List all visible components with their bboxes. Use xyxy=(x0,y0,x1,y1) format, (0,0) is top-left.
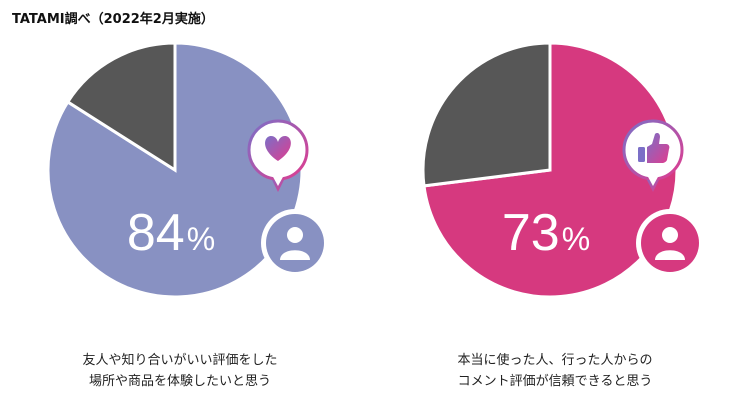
pie-chart-1: 84% xyxy=(46,41,329,299)
pie-slice-rest xyxy=(421,41,552,188)
thumbs-up-icon xyxy=(638,133,670,163)
caption-line: コメント評価が信頼できると思う xyxy=(457,374,653,389)
user-avatar-icon xyxy=(636,209,704,277)
pie-chart-2: 73% xyxy=(421,41,704,299)
caption-line: 本当に使った人、行った人からの xyxy=(457,353,653,368)
source-label: TATAMI調べ（2022年2月実施） xyxy=(12,12,214,27)
percent-label: 73% xyxy=(502,204,590,262)
user-avatar-icon xyxy=(261,209,329,277)
speech-bubble xyxy=(247,119,309,192)
caption-line: 場所や商品を体験したいと思う xyxy=(88,374,271,389)
percent-label: 84% xyxy=(127,204,215,262)
caption-line: 友人や知り合いがいい評価をした xyxy=(82,353,278,368)
heart-icon xyxy=(265,136,291,161)
caption-2: 本当に使った人、行った人からの コメント評価が信頼できると思う xyxy=(405,350,705,392)
speech-bubble xyxy=(622,119,684,192)
caption-1: 友人や知り合いがいい評価をした 場所や商品を体験したいと思う xyxy=(30,350,330,392)
pie-slice-rest xyxy=(65,41,177,173)
